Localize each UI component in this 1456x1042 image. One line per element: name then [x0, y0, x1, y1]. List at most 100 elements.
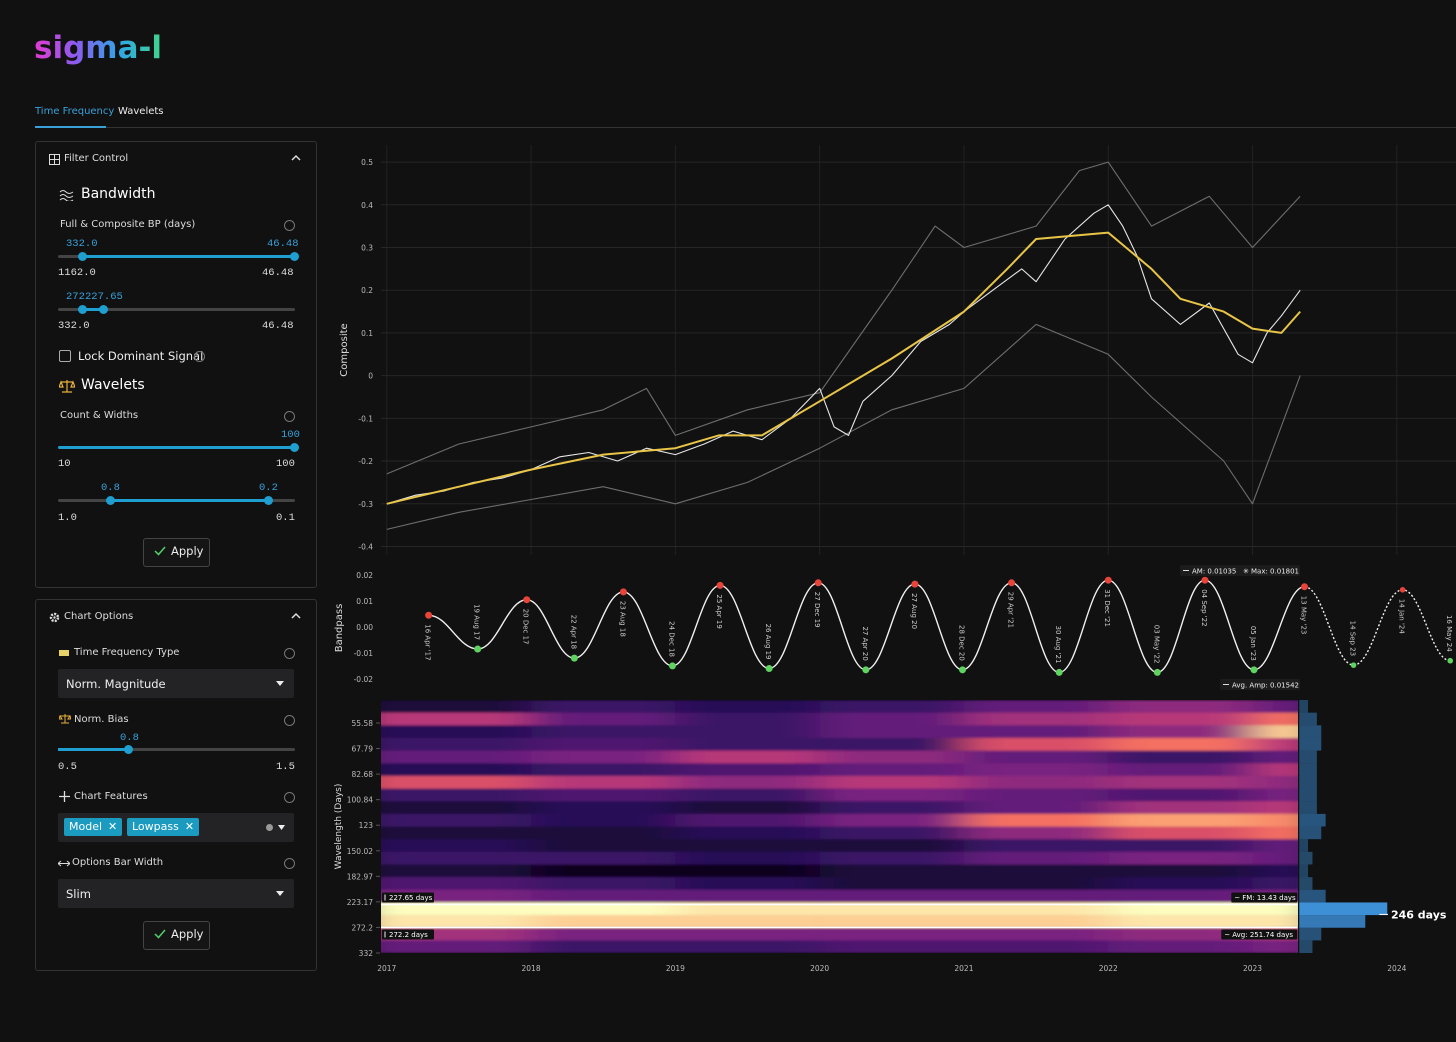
slider-handle[interactable]	[290, 443, 299, 452]
checkbox[interactable]	[59, 350, 71, 362]
help-icon[interactable]	[284, 411, 295, 422]
select[interactable]	[58, 669, 294, 698]
heatmap-cell	[381, 940, 532, 953]
scale-icon	[59, 380, 75, 393]
heatmap-cell	[1108, 839, 1253, 853]
help-icon[interactable]	[284, 792, 295, 803]
turn-date-label: 26 Aug 19	[764, 624, 772, 660]
slider-track[interactable]	[58, 446, 295, 449]
y-tick-label: 0	[368, 372, 373, 381]
y-tick-label: 223.17	[347, 898, 373, 907]
spectrum-bar	[1299, 889, 1326, 903]
heatmap-cell	[819, 813, 964, 827]
y-tick-label: -0.1	[358, 414, 373, 423]
apply-button[interactable]	[143, 538, 210, 567]
x-tick-label: 2019	[666, 964, 685, 973]
select-value[interactable]: Norm. Magnitude	[66, 677, 166, 691]
tag-remove[interactable]: ✕	[184, 820, 195, 833]
select-value[interactable]: Slim	[66, 887, 91, 901]
band-label-bg	[382, 892, 434, 903]
heatmap-cell	[1252, 940, 1298, 953]
field-label: Time Frequency Type	[74, 647, 180, 658]
help-icon[interactable]	[284, 858, 295, 869]
heatmap-cell	[963, 902, 1109, 916]
caret	[278, 825, 285, 830]
series-line	[386, 204, 1301, 505]
help-icon[interactable]	[284, 220, 295, 231]
help-icon[interactable]	[284, 715, 295, 726]
heatmap-cell	[819, 864, 964, 878]
peak-marker	[1300, 583, 1308, 591]
field-label: Chart Features	[74, 791, 148, 802]
apply-button[interactable]	[143, 921, 210, 950]
check-icon	[154, 546, 166, 556]
tag[interactable]: Lowpass ✕	[127, 818, 200, 836]
spectrum-bar	[1299, 851, 1313, 865]
heatmap-cell	[1108, 864, 1253, 878]
heatmap-cell	[963, 725, 1109, 739]
slider-handle[interactable]	[124, 745, 133, 754]
slider-handle[interactable]	[264, 496, 273, 505]
heatmap-cell	[819, 737, 964, 751]
heatmap-cell	[1108, 813, 1253, 827]
x-tick-label: 2018	[522, 964, 541, 973]
slider-handle[interactable]	[78, 252, 87, 261]
slider-max: 0.1	[276, 512, 295, 524]
heatmap-cell	[1252, 788, 1298, 802]
heatmap-cell	[531, 877, 676, 891]
heatmap-cell	[819, 839, 964, 853]
heatmap-cell	[531, 927, 676, 941]
select[interactable]	[58, 879, 294, 908]
heatmap-cell	[381, 712, 532, 726]
peak-marker	[619, 588, 627, 596]
slider-handle[interactable]	[99, 305, 108, 314]
turn-date-label: 16 Apr '17	[424, 624, 432, 660]
heatmap-cell	[675, 864, 820, 878]
y-tick-label: -0.2	[358, 457, 373, 466]
help-icon[interactable]	[194, 351, 205, 362]
help-icon[interactable]	[284, 648, 295, 659]
heatmap-cell	[531, 763, 676, 777]
heatmap-cell	[1252, 902, 1298, 916]
slider-track[interactable]	[58, 308, 295, 311]
checkbox-label[interactable]: Lock Dominant Signal	[78, 349, 204, 363]
heatmap-cell	[1108, 915, 1253, 929]
button-label[interactable]: Apply	[171, 544, 204, 558]
heatmap-cell	[1252, 712, 1298, 726]
band-label-bg	[382, 929, 434, 940]
peak-marker	[716, 581, 724, 589]
y-tick-label: 100.84	[347, 796, 373, 805]
heatmap-cell	[963, 864, 1109, 878]
heatmap-cell	[531, 725, 676, 739]
heatmap-cell	[675, 813, 820, 827]
gear-icon	[49, 612, 60, 623]
tab[interactable]: Time Frequency	[35, 106, 115, 117]
slider-handle[interactable]	[290, 252, 299, 261]
collapse[interactable]	[291, 612, 301, 620]
turn-date-label: 29 Apr '21	[1007, 592, 1015, 628]
tag[interactable]: Model ✕	[64, 818, 123, 836]
tag-remove[interactable]: ✕	[108, 820, 118, 833]
field-label: Norm. Bias	[74, 714, 129, 725]
collapse[interactable]	[291, 154, 301, 162]
heatmap-cell	[675, 889, 820, 903]
heatmap-cell	[381, 877, 532, 891]
heatmap-cell	[675, 801, 820, 815]
clear-icon[interactable]	[266, 824, 273, 831]
caret	[276, 681, 284, 686]
heatmap-cell	[531, 801, 676, 815]
heatmap-cell	[819, 700, 964, 713]
button-label[interactable]: Apply	[171, 927, 204, 941]
heatmap-cell	[381, 737, 532, 751]
slider-track[interactable]	[58, 748, 295, 751]
slider-handle[interactable]	[106, 496, 115, 505]
slider-handle[interactable]	[78, 305, 87, 314]
spectrum-bar	[1299, 763, 1317, 776]
turn-date-label: 03 May '22	[1152, 625, 1160, 664]
tab[interactable]: Wavelets	[118, 106, 164, 117]
series-line	[386, 323, 1301, 530]
heatmap-clip	[381, 700, 1298, 953]
heatmap-cell	[675, 788, 820, 802]
peak-marker	[1399, 587, 1406, 593]
heatmap-cell	[675, 750, 820, 764]
